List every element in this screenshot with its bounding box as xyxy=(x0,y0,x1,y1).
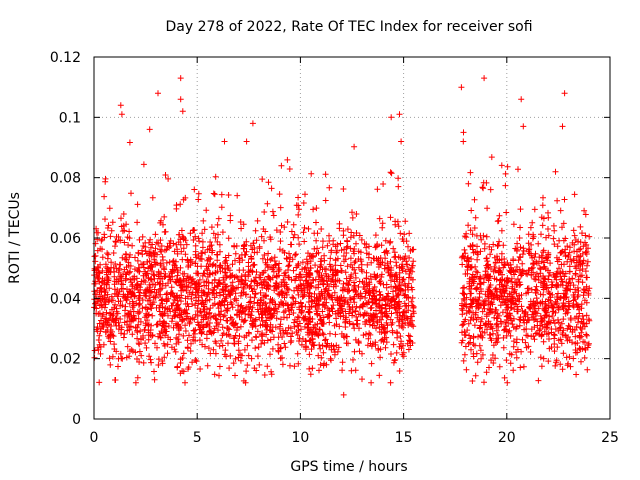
chart-title: Day 278 of 2022, Rate Of TEC Index for r… xyxy=(165,19,532,35)
y-axis-label: ROTI / TECUs xyxy=(7,192,23,284)
roti-points xyxy=(91,75,593,398)
x-tick-label: 15 xyxy=(395,430,413,446)
x-tick-label: 25 xyxy=(601,430,619,446)
y-tick-label: 0.06 xyxy=(50,231,81,247)
y-tick-label: 0.12 xyxy=(50,50,81,66)
y-tick-label: 0.04 xyxy=(50,291,81,307)
y-tick-label: 0.08 xyxy=(50,171,81,187)
x-tick-label: 5 xyxy=(193,430,202,446)
y-tick-label: 0.1 xyxy=(59,110,81,126)
axis-ticks: 0 5 10 15 20 25 0 0.02 0.04 0.06 0.08 0.1 0.12 xyxy=(50,50,619,446)
x-tick-label: 20 xyxy=(498,430,516,446)
data-points xyxy=(91,75,593,398)
y-tick-label: 0.02 xyxy=(50,352,81,368)
x-tick-label: 0 xyxy=(90,430,99,446)
x-tick-label: 10 xyxy=(291,430,309,446)
y-tick-label: 0 xyxy=(72,412,81,428)
x-axis-label: GPS time / hours xyxy=(290,459,407,475)
